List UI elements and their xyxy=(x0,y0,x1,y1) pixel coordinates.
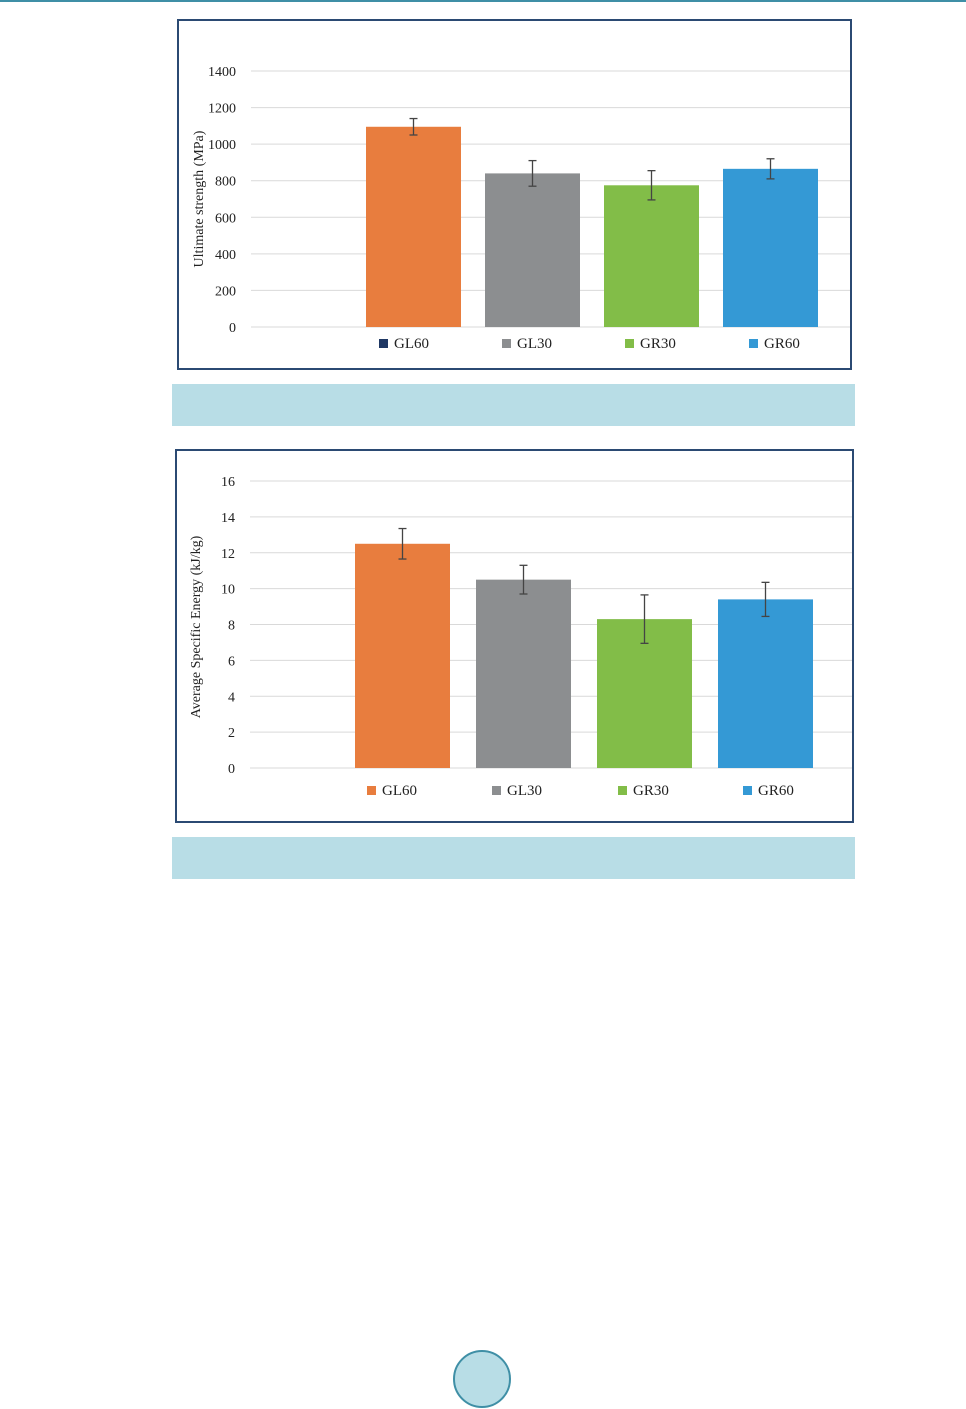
legend-label-gl30: GL30 xyxy=(507,783,542,799)
bar-gl60 xyxy=(366,126,461,328)
legend-swatch-gr30 xyxy=(618,786,627,795)
y-tick-label: 800 xyxy=(215,175,236,190)
y-tick-label: 0 xyxy=(228,762,235,777)
y-tick-label: 400 xyxy=(215,248,236,263)
bar-gr30 xyxy=(604,185,699,327)
y-tick-label: 8 xyxy=(228,619,235,634)
y-tick-label: 12 xyxy=(221,547,235,562)
legend-label-gl30: GL30 xyxy=(517,336,552,352)
y-tick-label: 1000 xyxy=(208,138,236,153)
y-axis-label: Average Specific Energy (kJ/kg) xyxy=(189,535,204,718)
legend-label-gr60: GR60 xyxy=(764,336,800,352)
y-tick-label: 600 xyxy=(215,211,236,226)
y-tick-label: 14 xyxy=(221,511,235,526)
legend-swatch-gr60 xyxy=(743,786,752,795)
y-tick-label: 0 xyxy=(229,321,236,336)
y-tick-label: 1400 xyxy=(208,65,236,80)
specific-energy-chart-svg: 0 2 4 6 8 10 12 14 16 Average Specific Energy (kJ… xyxy=(189,475,852,799)
legend-label-gl60: GL60 xyxy=(394,336,429,352)
bar-gl30 xyxy=(476,579,571,768)
legend-swatch-gl60 xyxy=(379,339,388,348)
figure-caption-bar-2 xyxy=(172,837,855,879)
figure-caption-bar-1 xyxy=(172,384,855,426)
y-tick-label: 1200 xyxy=(208,102,236,117)
y-tick-label: 16 xyxy=(221,475,235,490)
ultimate-strength-chart-svg: 0 200 400 600 800 1000 1200 1400 Ultimate streng… xyxy=(192,65,850,352)
y-tick-label: 10 xyxy=(221,583,235,598)
legend-swatch-gl30 xyxy=(502,339,511,348)
y-tick-label: 200 xyxy=(215,284,236,299)
ultimate-strength-chart: 0 200 400 600 800 1000 1200 1400 Ultimate streng… xyxy=(177,19,852,370)
legend-label-gl60: GL60 xyxy=(382,783,417,799)
y-tick-label: 2 xyxy=(228,726,235,741)
y-tick-label: 6 xyxy=(228,654,235,669)
bar-gl30 xyxy=(485,173,580,327)
page-number-badge xyxy=(453,1350,511,1408)
bar-gr60 xyxy=(723,168,818,327)
y-tick-label: 4 xyxy=(228,690,235,705)
legend-label-gr60: GR60 xyxy=(758,783,794,799)
specific-energy-chart: 0 2 4 6 8 10 12 14 16 Average Specific Energy (kJ… xyxy=(175,449,854,823)
legend-label-gr30: GR30 xyxy=(633,783,669,799)
legend-label-gr30: GR30 xyxy=(640,336,676,352)
bar-gr60 xyxy=(718,599,813,768)
legend-swatch-gr30 xyxy=(625,339,634,348)
bar-gl60 xyxy=(355,543,450,768)
y-axis-label: Ultimate strength (MPa) xyxy=(192,130,207,267)
legend-swatch-gl60 xyxy=(367,786,376,795)
page-top-rule xyxy=(0,0,966,2)
legend-swatch-gl30 xyxy=(492,786,501,795)
legend-swatch-gr60 xyxy=(749,339,758,348)
